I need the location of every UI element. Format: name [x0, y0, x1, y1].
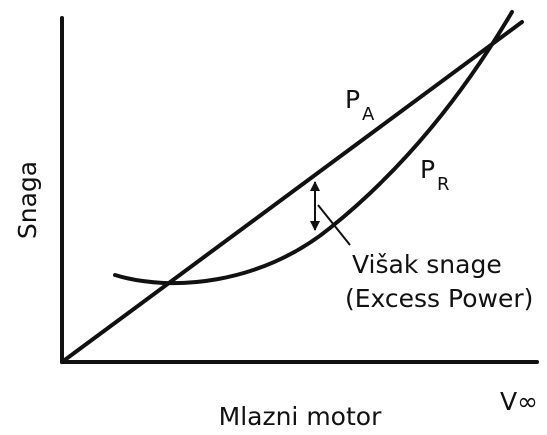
annotation: (Excess Power) — [345, 284, 533, 313]
curve-label: P — [345, 85, 360, 114]
caption: Mlazni motor — [219, 402, 382, 431]
x-axis-label: V∞ — [500, 387, 538, 416]
power-required-curve — [113, 10, 514, 286]
curve-label: P — [420, 155, 435, 184]
power-available-line — [60, 20, 524, 364]
annotation: Višak snage — [352, 250, 502, 279]
curve-subscript: R — [437, 174, 450, 195]
curve-subscript: A — [362, 104, 375, 125]
y-axis-label: Snaga — [13, 161, 42, 239]
leader-line — [317, 204, 351, 246]
